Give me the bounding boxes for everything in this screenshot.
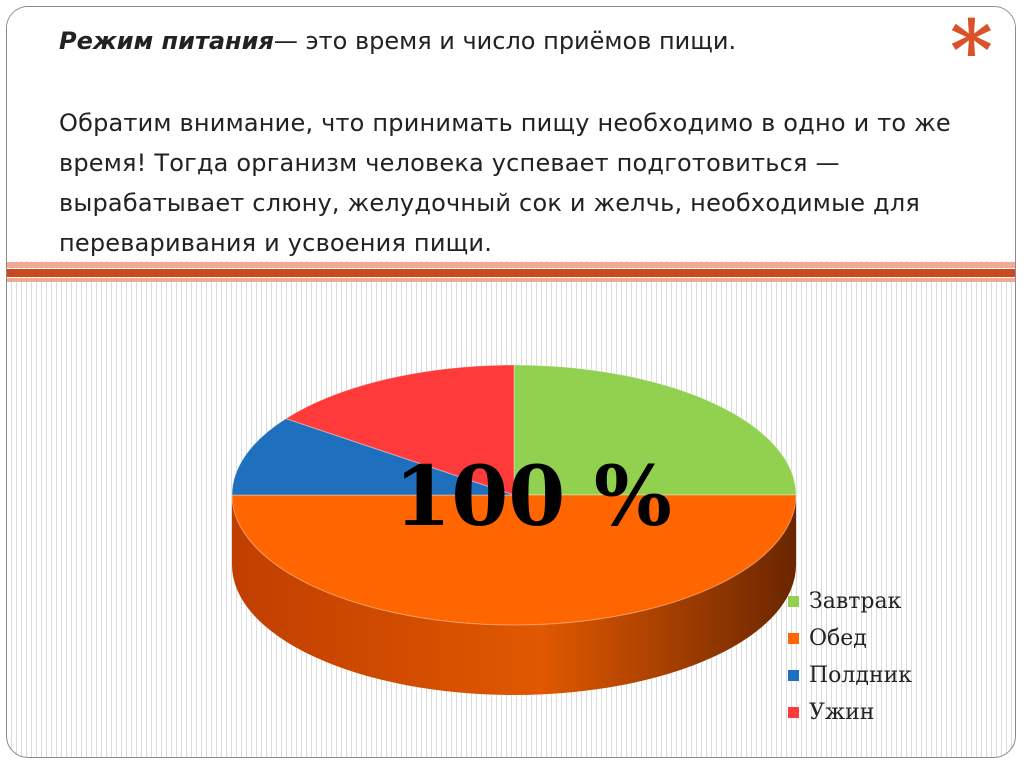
title-term: Режим питания xyxy=(59,27,274,55)
legend-swatch xyxy=(788,707,799,718)
divider-band-light xyxy=(7,278,1015,282)
pie-slice-1 xyxy=(513,364,797,496)
slide-paragraph: Обратим внимание, что принимать пищу нео… xyxy=(59,109,951,257)
center-label: 100 % xyxy=(394,449,672,545)
pie-side-wall xyxy=(232,495,796,695)
legend-label: Ужин xyxy=(809,700,874,725)
title-panel: Режим питания— это время и число приёмов… xyxy=(7,7,1015,261)
legend-swatch xyxy=(788,633,799,644)
pie-slice-2 xyxy=(231,494,797,626)
slide-title: Режим питания— это время и число приёмов… xyxy=(59,24,939,58)
asterisk-icon: * xyxy=(950,3,993,99)
divider-band-dark xyxy=(7,269,1015,277)
legend-label: Завтрак xyxy=(809,589,902,614)
title-definition: — это время и число приёмов пищи. xyxy=(273,27,737,55)
divider-band xyxy=(7,262,1015,268)
slide-frame: Режим питания— это время и число приёмов… xyxy=(6,6,1016,758)
legend-label: Полдник xyxy=(809,663,912,688)
legend-swatch xyxy=(788,670,799,681)
pie-top xyxy=(231,364,797,626)
chart-legend: Завтрак Обед Полдник Ужин xyxy=(788,589,912,725)
pie-side xyxy=(232,495,796,695)
legend-swatch xyxy=(788,596,799,607)
legend-label: Обед xyxy=(809,626,867,651)
pie-slice-4 xyxy=(284,364,515,496)
pie-slice-3 xyxy=(231,418,515,496)
